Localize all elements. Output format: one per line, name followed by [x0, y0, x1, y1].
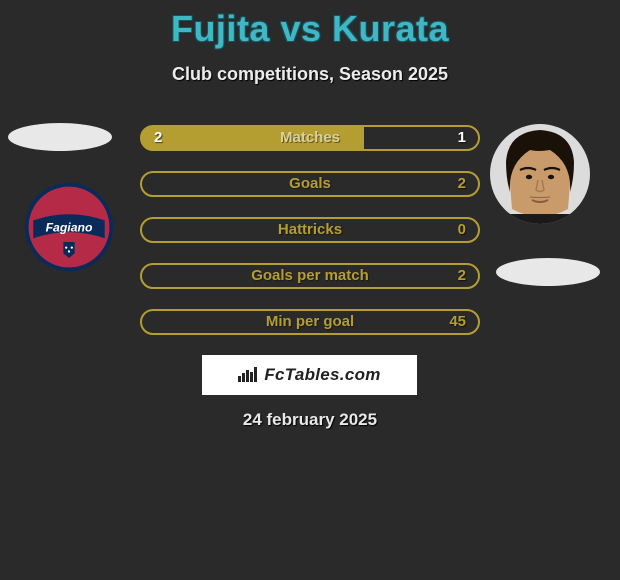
page-title: Fujita vs Kurata	[0, 0, 620, 50]
stat-row: Goals per match 2	[140, 263, 480, 289]
stat-label: Goals per match	[142, 265, 478, 287]
stat-label: Goals	[142, 173, 478, 195]
stat-row: 2 Matches 1	[140, 125, 480, 151]
stat-right-value: 45	[449, 311, 466, 333]
stats-list: 2 Matches 1 Goals 2 Hattricks 0 Goals pe…	[140, 125, 480, 355]
stat-label: Matches	[142, 127, 478, 149]
stat-right-value: 2	[458, 265, 466, 287]
stat-row: Hattricks 0	[140, 217, 480, 243]
stat-label: Hattricks	[142, 219, 478, 241]
left-player-base	[8, 123, 112, 151]
left-club-badge: Fagiano	[22, 180, 116, 274]
right-player-avatar	[490, 124, 590, 224]
stat-right-value: 1	[458, 127, 466, 149]
comparison-card: Fujita vs Kurata Club competitions, Seas…	[0, 0, 620, 580]
right-player-base	[496, 258, 600, 286]
bar-chart-icon	[238, 366, 258, 387]
date-text: 24 february 2025	[0, 410, 620, 430]
stat-right-value: 2	[458, 173, 466, 195]
club-badge-text: Fagiano	[46, 221, 93, 235]
brand-badge: FcTables.com	[202, 355, 417, 395]
brand-text: FcTables.com	[264, 365, 380, 385]
page-subtitle: Club competitions, Season 2025	[0, 64, 620, 85]
stat-right-value: 0	[458, 219, 466, 241]
stat-row: Goals 2	[140, 171, 480, 197]
stat-row: Min per goal 45	[140, 309, 480, 335]
stat-label: Min per goal	[142, 311, 478, 333]
